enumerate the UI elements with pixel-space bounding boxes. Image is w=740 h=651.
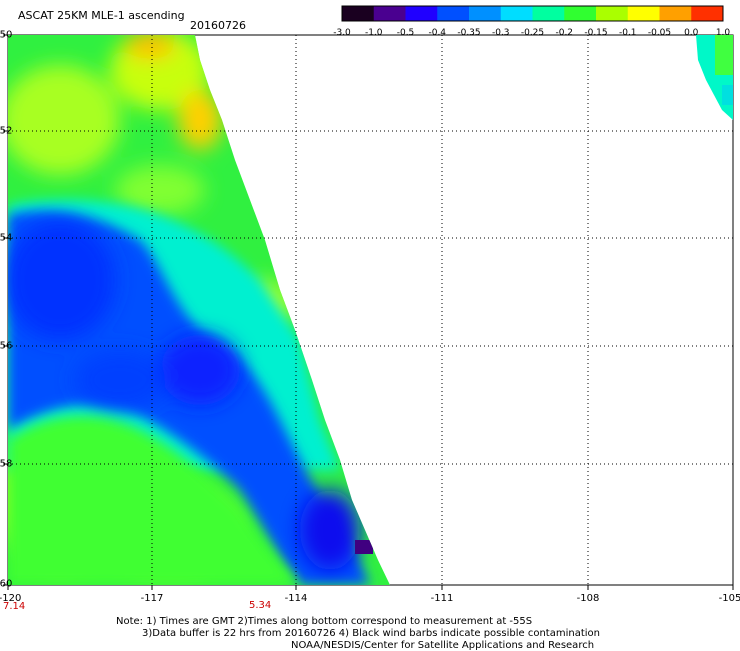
map-title: ASCAT 25KM MLE-1 ascending: [18, 9, 185, 22]
colorbar-tick-label: -0.4: [428, 28, 447, 38]
y-label: -58: [0, 458, 13, 470]
lat-lon-grid: [8, 35, 733, 585]
y-label: -50: [0, 29, 13, 41]
colorbar: [341, 5, 724, 22]
x-label: -111: [430, 593, 454, 604]
colorbar-tick-label: -0.05: [647, 28, 672, 38]
colorbar-swatch: [659, 6, 692, 21]
colorbar-tick-label: -0.35: [457, 28, 481, 38]
colorbar-tick-label: -3.0: [333, 28, 351, 38]
colorbar-swatch: [532, 6, 565, 21]
x-label: -108: [576, 593, 600, 604]
colorbar-swatch: [405, 6, 438, 21]
colorbar-swatch: [564, 6, 597, 21]
colorbar-tick-label: -0.1: [618, 28, 637, 38]
y-label: -52: [0, 125, 13, 137]
colorbar-swatch: [437, 6, 470, 21]
note-line-2: 3)Data buffer is 22 hrs from 20160726 4)…: [142, 628, 600, 639]
note-line-3: NOAA/NESDIS/Center for Satellite Applica…: [291, 640, 595, 651]
colorbar-tick-label: -0.15: [584, 28, 608, 38]
x-label: -105: [718, 593, 740, 604]
colorbar-swatch: [627, 6, 660, 21]
colorbar-swatch: [596, 6, 629, 21]
x-label: -117: [140, 593, 164, 604]
colorbar-tick-label: 0.0: [684, 28, 699, 38]
note-line-1: Note: 1) Times are GMT 2)Times along bot…: [116, 616, 533, 627]
axis-ticks: [3, 34, 734, 590]
time-label: 7.14: [3, 601, 26, 612]
time-label: 5.34: [249, 600, 272, 611]
y-label: -54: [0, 232, 13, 244]
data-swath: [8, 35, 390, 585]
colorbar-tick-label: -0.25: [520, 28, 545, 38]
colorbar-tick-label: -0.2: [555, 28, 574, 38]
x-label: -120: [0, 593, 22, 604]
colorbar-tick-label: -0.3: [491, 28, 510, 38]
y-label: -56: [0, 340, 13, 352]
colorbar-swatch: [500, 6, 533, 21]
colorbar-swatch: [691, 6, 724, 21]
x-label: -114: [284, 593, 308, 604]
colorbar-tick-label: -0.5: [396, 28, 415, 38]
colorbar-swatch: [469, 6, 502, 21]
colorbar-swatch: [342, 6, 375, 21]
y-label: -60: [0, 578, 13, 590]
map-date: 20160726: [190, 19, 246, 32]
colorbar-tick-label: -1.0: [364, 28, 383, 38]
colorbar-swatch: [373, 6, 406, 21]
colorbar-tick-label: 1.0: [715, 28, 731, 38]
